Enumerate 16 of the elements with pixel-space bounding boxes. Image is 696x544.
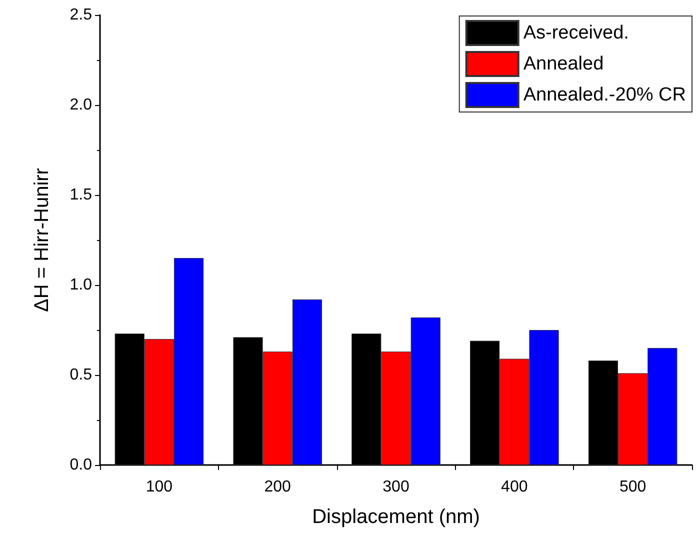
y-tick-label: 0.5 <box>70 366 92 384</box>
x-tick-label: 300 <box>382 478 410 496</box>
x-tick-label: 200 <box>264 478 292 496</box>
y-tick-label: 1.0 <box>70 276 92 294</box>
y-tick-label: 2.0 <box>70 96 92 114</box>
legend-label: Annealed.-20% CR <box>523 84 686 106</box>
x-tick-label: 100 <box>146 478 173 496</box>
y-tick-label: 2.5 <box>70 6 92 24</box>
x-axis-title: Displacement (nm) <box>312 506 480 528</box>
x-tick-label: 400 <box>501 478 528 496</box>
y-tick-label: 1.5 <box>70 186 92 204</box>
legend-label: Annealed <box>523 54 604 74</box>
y-tick-label: 0.0 <box>70 456 92 474</box>
legend-label: As-received. <box>523 22 629 44</box>
y-axis-title: ΔH = Hirr-Hunirr <box>31 168 53 312</box>
x-tick-label: 500 <box>619 478 646 496</box>
